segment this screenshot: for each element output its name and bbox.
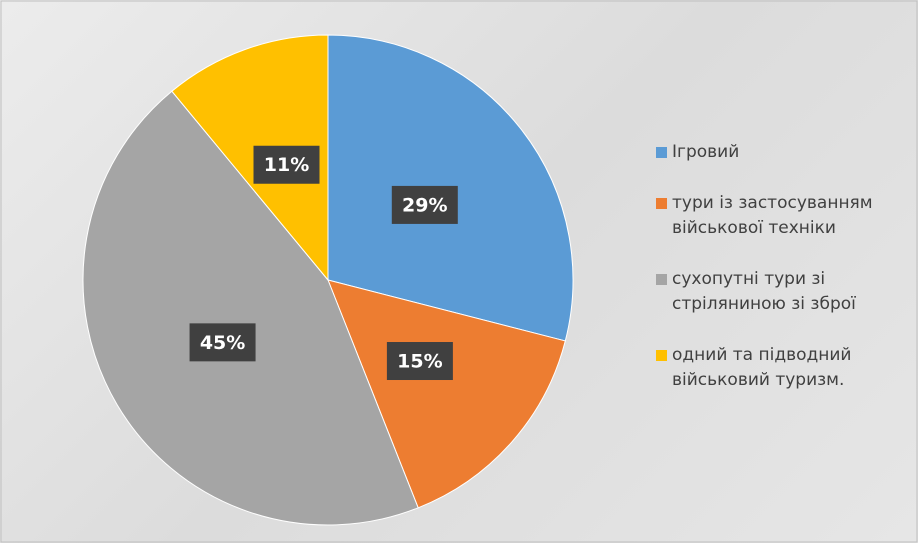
legend-swatch xyxy=(656,147,667,158)
legend-swatch xyxy=(656,350,667,361)
legend-entry: сухопутні тури зі стріляниною зі зброї xyxy=(656,267,906,317)
data-label-box xyxy=(189,323,256,362)
data-label-box xyxy=(253,145,320,184)
legend-swatch xyxy=(656,198,667,209)
pie-slice xyxy=(171,34,329,282)
legend-label: тури із застосуванням військової техніки xyxy=(672,193,873,238)
data-label-box xyxy=(391,185,458,224)
legend-label: одний та підводний військовий туризм. xyxy=(672,345,852,390)
legend-entry: тури із застосуванням військової техніки xyxy=(656,191,906,241)
legend-swatch xyxy=(656,274,667,285)
legend-label: сухопутні тури зі стріляниною зі зброї xyxy=(672,269,856,314)
data-label: 45% xyxy=(200,332,245,354)
legend-entry: Ігровий xyxy=(656,140,906,165)
legend-label: Ігровий xyxy=(672,142,740,162)
data-label-box xyxy=(386,342,453,381)
pie-slice xyxy=(82,90,419,526)
data-label: 11% xyxy=(264,154,309,176)
data-label: 29% xyxy=(402,194,447,216)
legend: Ігровий тури із застосуванням військової … xyxy=(656,140,906,419)
data-label: 15% xyxy=(397,351,442,373)
legend-entry: одний та підводний військовий туризм. xyxy=(656,343,906,393)
pie-slice xyxy=(327,279,566,509)
